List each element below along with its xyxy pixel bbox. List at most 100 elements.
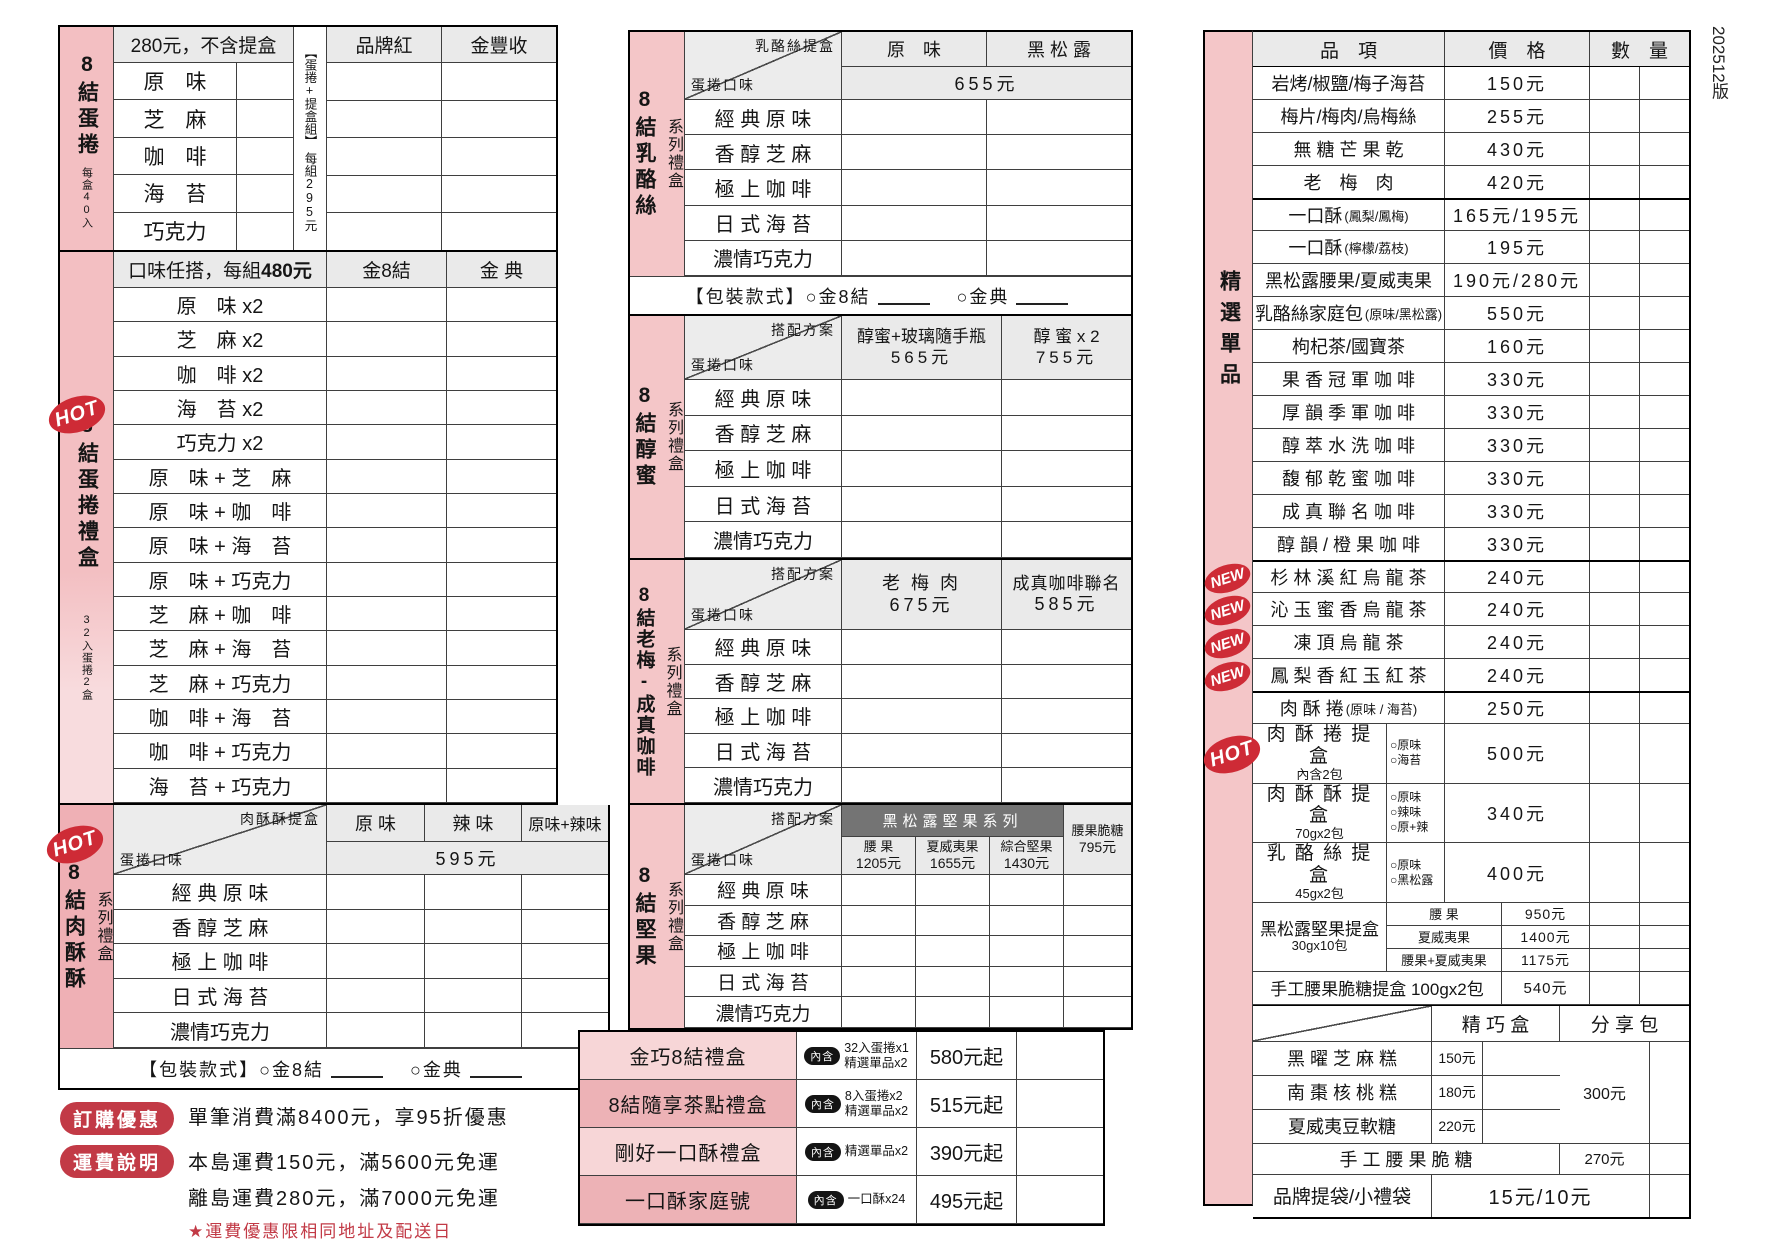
- qty-cell[interactable]: [1064, 875, 1131, 906]
- qty-cell[interactable]: [1590, 593, 1640, 626]
- qty-cell[interactable]: [1590, 495, 1640, 528]
- qty-cell[interactable]: [1590, 67, 1640, 100]
- qty-cell[interactable]: [1640, 562, 1689, 593]
- qty-cell[interactable]: [327, 909, 425, 945]
- qty-cell[interactable]: [1590, 971, 1640, 1005]
- qty-cell[interactable]: [522, 875, 608, 910]
- qty-cell[interactable]: [842, 905, 916, 937]
- qty-cell[interactable]: [1064, 997, 1131, 1028]
- qty-cell[interactable]: [1064, 905, 1131, 937]
- qty-cell[interactable]: [1590, 363, 1640, 396]
- qty-cell[interactable]: [442, 100, 556, 139]
- qty-cell[interactable]: [842, 768, 1002, 803]
- qty-cell[interactable]: [327, 493, 447, 529]
- qty-cell[interactable]: [522, 909, 608, 945]
- qty-cell[interactable]: [1640, 330, 1689, 363]
- qty-cell[interactable]: [327, 528, 447, 563]
- qty-cell[interactable]: [447, 734, 556, 769]
- qty-cell[interactable]: [842, 997, 916, 1028]
- qty-cell[interactable]: [327, 562, 447, 597]
- qty-cell[interactable]: [842, 451, 1002, 487]
- qty-cell[interactable]: [842, 630, 1002, 665]
- qty-cell[interactable]: [447, 493, 556, 529]
- qty-cell[interactable]: [447, 562, 556, 597]
- qty-cell[interactable]: [327, 288, 447, 323]
- qty-cell[interactable]: [1640, 67, 1689, 100]
- qty-cell[interactable]: [327, 699, 447, 735]
- qty-cell[interactable]: [447, 528, 556, 563]
- qty-cell[interactable]: [987, 240, 1131, 277]
- qty-cell[interactable]: [842, 170, 987, 206]
- qty-cell[interactable]: [447, 459, 556, 494]
- qty-cell[interactable]: [842, 522, 1002, 558]
- qty-cell[interactable]: [1590, 231, 1640, 264]
- qty-cell[interactable]: [442, 63, 556, 101]
- fill-blank[interactable]: [877, 287, 930, 305]
- qty-cell[interactable]: [916, 936, 990, 967]
- qty-cell[interactable]: [522, 978, 608, 1014]
- qty-cell[interactable]: [842, 486, 1002, 523]
- qty-cell[interactable]: [1017, 1176, 1103, 1224]
- qty-cell[interactable]: [327, 631, 447, 666]
- qty-cell[interactable]: [916, 905, 990, 937]
- qty-cell[interactable]: [1640, 626, 1689, 659]
- qty-cell[interactable]: [1590, 693, 1640, 724]
- qty-cell[interactable]: [425, 875, 522, 910]
- qty-cell[interactable]: [842, 380, 1002, 416]
- qty-cell[interactable]: [1590, 562, 1640, 593]
- qty-cell[interactable]: [237, 137, 294, 176]
- qty-cell[interactable]: [1640, 396, 1689, 429]
- qty-cell[interactable]: [1640, 429, 1689, 462]
- qty-cell[interactable]: [327, 459, 447, 494]
- qty-cell[interactable]: [1640, 948, 1689, 972]
- qty-cell[interactable]: [442, 175, 556, 214]
- qty-cell[interactable]: [1640, 495, 1689, 528]
- qty-cell[interactable]: [1590, 100, 1640, 133]
- qty-cell[interactable]: [987, 170, 1131, 206]
- qty-cell[interactable]: [327, 875, 425, 910]
- qty-cell[interactable]: [237, 100, 294, 138]
- qty-cell[interactable]: [1640, 166, 1689, 199]
- option-choice[interactable]: ○原味: [1390, 857, 1422, 872]
- qty-cell[interactable]: [842, 966, 916, 998]
- qty-cell[interactable]: [1590, 133, 1640, 166]
- fill-blank[interactable]: [469, 1060, 522, 1078]
- qty-cell[interactable]: [987, 205, 1131, 241]
- qty-cell[interactable]: [842, 100, 987, 136]
- qty-cell[interactable]: [1590, 264, 1640, 297]
- fill-blank[interactable]: [331, 1060, 383, 1078]
- qty-cell[interactable]: [447, 288, 556, 323]
- qty-cell[interactable]: [447, 768, 556, 803]
- qty-cell[interactable]: [987, 135, 1131, 171]
- qty-cell[interactable]: [1650, 1143, 1689, 1175]
- packaging-option-gold8[interactable]: 【包裝款式】○金8結: [685, 286, 871, 307]
- qty-cell[interactable]: [1640, 659, 1689, 692]
- option-choice[interactable]: ○黑松露: [1390, 872, 1434, 887]
- qty-cell[interactable]: [237, 212, 294, 251]
- qty-cell[interactable]: [1590, 626, 1640, 659]
- qty-cell[interactable]: [1017, 1080, 1103, 1128]
- packaging-option-gold8[interactable]: 【包裝款式】○金8結: [139, 1059, 324, 1080]
- fill-blank[interactable]: [1016, 287, 1069, 305]
- qty-cell[interactable]: [1590, 925, 1640, 949]
- qty-cell[interactable]: [1640, 925, 1689, 949]
- qty-cell[interactable]: [327, 944, 425, 979]
- qty-cell[interactable]: [327, 665, 447, 700]
- qty-cell[interactable]: [237, 63, 294, 101]
- qty-cell[interactable]: [990, 966, 1064, 998]
- qty-cell[interactable]: [990, 936, 1064, 967]
- qty-cell[interactable]: [916, 875, 990, 906]
- qty-cell[interactable]: [1590, 948, 1640, 972]
- qty-cell[interactable]: [447, 665, 556, 700]
- option-choice[interactable]: ○海苔: [1390, 753, 1422, 768]
- qty-cell[interactable]: [1017, 1032, 1103, 1080]
- qty-cell[interactable]: [327, 63, 442, 101]
- qty-cell[interactable]: [990, 997, 1064, 1028]
- qty-cell[interactable]: [442, 138, 556, 176]
- qty-cell[interactable]: [1002, 380, 1131, 416]
- qty-cell[interactable]: [237, 175, 294, 213]
- qty-cell[interactable]: [327, 390, 447, 426]
- qty-cell[interactable]: [1002, 733, 1131, 769]
- qty-cell[interactable]: [327, 1013, 425, 1048]
- qty-cell[interactable]: [1002, 699, 1131, 734]
